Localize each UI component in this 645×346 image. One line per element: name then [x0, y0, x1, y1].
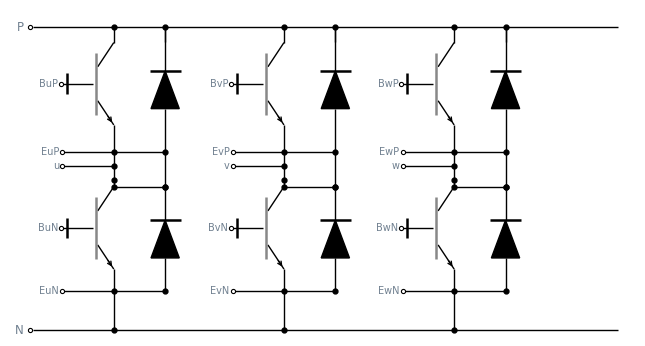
Text: EuP: EuP — [41, 147, 59, 157]
Text: EvN: EvN — [210, 286, 230, 297]
Text: BvN: BvN — [208, 223, 228, 233]
Text: N: N — [15, 324, 24, 337]
Polygon shape — [321, 71, 350, 109]
Text: w: w — [392, 161, 399, 171]
Text: P: P — [17, 21, 24, 34]
Text: BwP: BwP — [377, 79, 398, 89]
Polygon shape — [151, 71, 179, 109]
Text: BwN: BwN — [376, 223, 398, 233]
Text: BuP: BuP — [39, 79, 58, 89]
Polygon shape — [321, 220, 350, 258]
Text: v: v — [224, 161, 230, 171]
Polygon shape — [151, 220, 179, 258]
Polygon shape — [491, 71, 520, 109]
Text: EwP: EwP — [379, 147, 399, 157]
Text: BvP: BvP — [210, 79, 228, 89]
Text: EwN: EwN — [378, 286, 399, 297]
Text: EuN: EuN — [39, 286, 59, 297]
Text: BuN: BuN — [37, 223, 58, 233]
Polygon shape — [491, 220, 520, 258]
Text: EvP: EvP — [212, 147, 230, 157]
Text: u: u — [53, 161, 59, 171]
